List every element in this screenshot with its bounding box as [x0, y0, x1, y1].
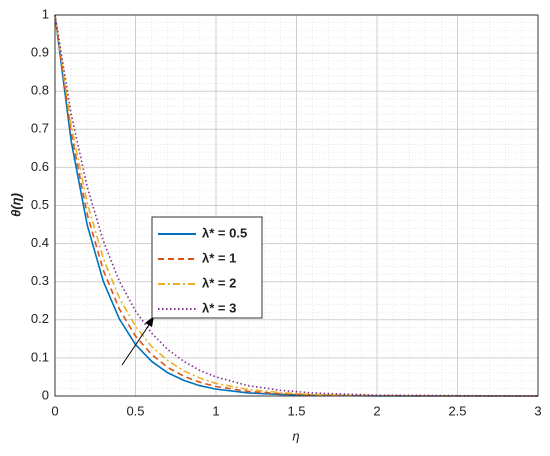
legend-label: λ* = 2	[202, 275, 236, 290]
x-tick-label: 0	[51, 403, 58, 418]
arrow-head	[145, 316, 154, 327]
x-tick-label: 1.5	[287, 403, 305, 418]
y-tick-label: 0.1	[31, 349, 49, 364]
plot-frame	[54, 14, 539, 397]
y-axis-label: θ(η)	[8, 193, 23, 217]
data-line	[54, 14, 539, 397]
legend-items: λ* = 0.5 λ* = 1 λ* = 2 λ* = 3	[158, 225, 247, 315]
y-tick-label: 0.8	[31, 83, 49, 98]
x-tick-label: 2	[373, 403, 380, 418]
y-tick-label: 0.4	[31, 235, 49, 250]
legend-label: λ* = 1	[202, 250, 236, 265]
annotation-arrow	[121, 321, 152, 366]
y-tick-label: 0.2	[31, 311, 49, 326]
x-tick-label: 2.5	[448, 403, 466, 418]
y-tick-label: 0.3	[31, 273, 49, 288]
x-axis-label: η	[292, 428, 299, 443]
data-line	[54, 14, 538, 397]
y-tick-label: 1	[42, 6, 49, 21]
x-tick-label: 0.5	[126, 403, 144, 418]
y-tick-label: 0	[42, 387, 49, 402]
y-tick-label: 0.6	[31, 159, 49, 174]
y-tick-label: 0.7	[31, 121, 49, 136]
x-tick-label: 1	[212, 403, 219, 418]
y-tick-label: 0.5	[31, 197, 49, 212]
x-tick-label: 3	[534, 403, 541, 418]
y-tick-label: 0.9	[31, 45, 49, 60]
legend-label: λ* = 0.5	[202, 225, 247, 240]
legend-label: λ* = 3	[202, 300, 236, 315]
